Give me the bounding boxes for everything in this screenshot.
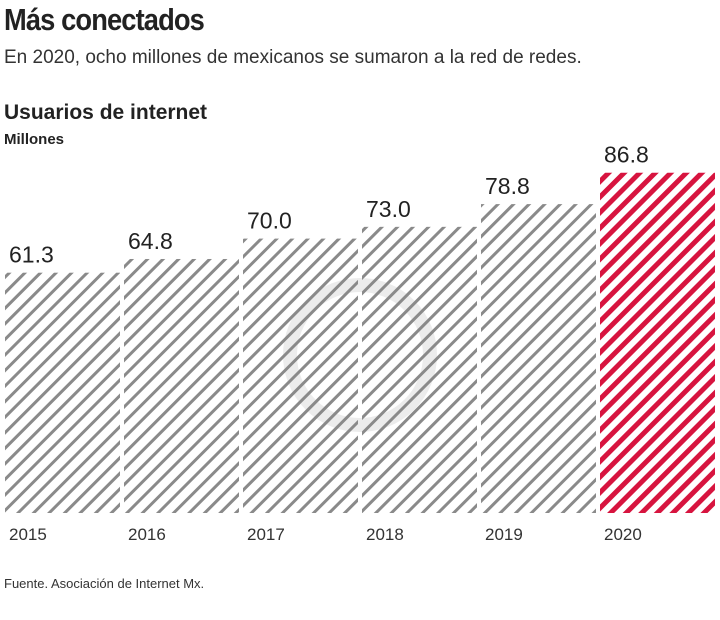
data-label-2016: 64.8	[128, 228, 173, 254]
x-tick-2016: 2016	[128, 525, 166, 544]
x-tick-2015: 2015	[9, 525, 47, 544]
data-label-2017: 70.0	[247, 208, 292, 234]
data-label-2015: 61.3	[9, 242, 54, 268]
data-label-2018: 73.0	[366, 196, 411, 222]
data-label-2020: 86.8	[604, 142, 649, 168]
bar-2016	[124, 258, 239, 513]
bar-2019	[481, 204, 596, 513]
x-tick-2020: 2020	[604, 525, 642, 544]
chart-title: Más conectados	[4, 2, 205, 37]
chart-subtitle: En 2020, ocho millones de mexicanos se s…	[4, 47, 582, 68]
bar-2020	[600, 172, 715, 513]
chart-heading: Usuarios de internet	[4, 101, 208, 124]
bar-2015	[5, 272, 120, 513]
bar-2017	[243, 238, 358, 513]
x-tick-2018: 2018	[366, 525, 404, 544]
bar-2018	[362, 226, 477, 513]
x-tick-2017: 2017	[247, 525, 285, 544]
x-tick-2019: 2019	[485, 525, 523, 544]
source-note: Fuente. Asociación de Internet Mx.	[4, 576, 205, 591]
y-axis-unit: Millones	[4, 131, 65, 148]
data-label-2019: 78.8	[485, 173, 530, 199]
